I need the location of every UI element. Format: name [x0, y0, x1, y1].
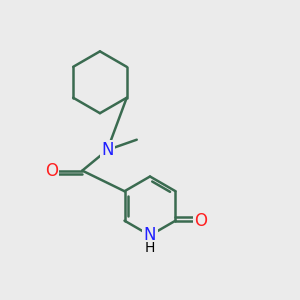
- Text: O: O: [45, 162, 58, 180]
- Text: N: N: [101, 141, 114, 159]
- Text: H: H: [145, 241, 155, 255]
- Text: O: O: [194, 212, 207, 230]
- Text: N: N: [144, 226, 156, 244]
